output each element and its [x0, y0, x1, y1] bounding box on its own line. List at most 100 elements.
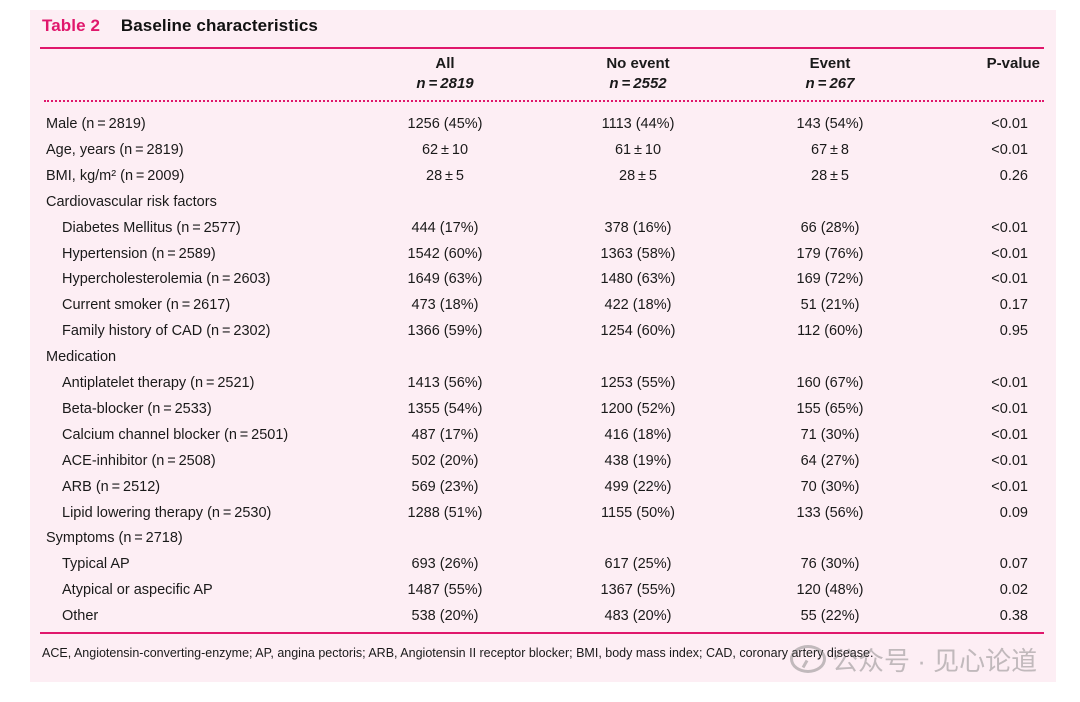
cell-event: 120 (48%)	[796, 582, 864, 599]
table-row: Atypical or aspecific AP 1487 (55%) 1367 (…	[30, 577, 1056, 603]
row-label: Antiplatelet therapy (n = 2521)	[62, 375, 255, 391]
cell-event: 55 (22%)	[800, 608, 860, 625]
row-label: Atypical or aspecific AP	[62, 582, 213, 599]
cell-all: 1413 (56%)	[407, 375, 483, 391]
row-label: Age, years (n = 2819)	[46, 141, 184, 158]
cell-no-event: 1253 (55%)	[600, 375, 676, 391]
cell-all: 62 ± 10	[421, 141, 469, 158]
cell-all: 538 (20%)	[411, 608, 479, 625]
cell-all: 1288 (51%)	[407, 504, 483, 521]
cell-no-event: 499 (22%)	[604, 478, 672, 495]
cell-pvalue: 0.07	[999, 556, 1028, 573]
table-row: Lipid lowering therapy (n = 2530) 1288 (5…	[30, 500, 1056, 526]
bottom-rule	[40, 632, 1044, 634]
cell-all: 1355 (54%)	[407, 400, 483, 417]
cell-no-event: 1480 (63%)	[600, 271, 676, 288]
cell-all: 28 ± 5	[426, 167, 464, 184]
cell-event: 67 ± 8	[811, 141, 849, 158]
table-row: Calcium channel blocker (n = 2501) 487 (1…	[30, 422, 1056, 448]
cell-all: 1542 (60%)	[407, 245, 483, 262]
row-label: Typical AP	[62, 556, 130, 573]
cell-pvalue: 0.17	[999, 297, 1028, 314]
header-divider	[44, 100, 1044, 102]
row-label: Family history of CAD (n = 2302)	[62, 323, 271, 340]
cell-no-event: 1254 (60%)	[600, 323, 676, 340]
cell-pvalue: 0.95	[999, 323, 1028, 340]
cell-event: 112 (60%)	[797, 323, 863, 340]
cell-all: 569 (23%)	[411, 478, 479, 495]
col-head-pvalue-name: P-value	[986, 55, 1040, 72]
table-panel: Table 2 Baseline characteristics All n =…	[30, 10, 1056, 682]
top-rule	[40, 47, 1044, 49]
watermark: 公众号 · 见心论道	[790, 642, 1037, 676]
cell-event: 143 (54%)	[796, 116, 864, 132]
table-caption: Baseline characteristics	[120, 16, 318, 35]
cell-pvalue: 0.02	[999, 582, 1028, 599]
cell-pvalue: <0.01	[991, 271, 1028, 288]
table-row: Hypercholesterolemia (n = 2603) 1649 (63%…	[30, 266, 1056, 292]
cell-pvalue: <0.01	[991, 375, 1028, 391]
cell-all: 1366 (59%)	[407, 323, 483, 340]
watermark-text: 公众号 · 见心论道	[832, 645, 1038, 676]
col-head-no-event-n: n = 2552	[609, 75, 667, 92]
row-label: ACE-inhibitor (n = 2508)	[62, 452, 216, 469]
cell-event: 71 (30%)	[800, 426, 860, 443]
col-head-pvalue: P-value	[960, 54, 1040, 74]
table-footnote: ACE, Angiotensin-converting-enzyme; AP, …	[42, 646, 874, 660]
col-head-all-name: All	[435, 55, 455, 72]
cell-pvalue: 0.26	[999, 167, 1028, 184]
cell-all: 1649 (63%)	[407, 271, 483, 288]
table-row: Age, years (n = 2819) 62 ± 10 61 ± 10 67 ± …	[30, 137, 1056, 163]
col-head-event: Event n = 267	[770, 54, 890, 94]
table-row: Beta-blocker (n = 2533) 1355 (54%) 1200 (5…	[30, 396, 1056, 422]
cell-all: 473 (18%)	[411, 297, 479, 314]
table-row: Hypertension (n = 2589) 1542 (60%) 1363 (5…	[30, 241, 1056, 267]
cell-event: 51 (21%)	[800, 297, 860, 314]
col-head-all: All n = 2819	[385, 54, 505, 94]
table-row: Diabetes Mellitus (n = 2577) 444 (17%) 378…	[30, 215, 1056, 241]
cell-event: 155 (65%)	[796, 400, 864, 417]
cell-no-event: 438 (19%)	[604, 452, 672, 469]
row-label: BMI, kg/m² (n = 2009)	[46, 167, 185, 184]
cell-pvalue: <0.01	[991, 245, 1028, 262]
cell-no-event: 1363 (58%)	[600, 245, 676, 262]
row-label: Medication	[46, 349, 117, 366]
cell-pvalue: 0.38	[999, 608, 1028, 625]
cell-event: 70 (30%)	[800, 478, 860, 495]
chat-bubble-icon	[790, 645, 826, 673]
cell-all: 487 (17%)	[411, 426, 479, 443]
row-label: Cardiovascular risk factors	[46, 193, 217, 210]
cell-no-event: 1155 (50%)	[601, 504, 675, 521]
table-row: Antiplatelet therapy (n = 2521) 1413 (56%…	[30, 370, 1056, 396]
table-row: ACE-inhibitor (n = 2508) 502 (20%) 438 (19…	[30, 448, 1056, 474]
cell-event: 179 (76%)	[796, 245, 864, 262]
cell-all: 1256 (45%)	[407, 116, 483, 132]
cell-all: 693 (26%)	[411, 556, 479, 573]
row-label: Hypercholesterolemia (n = 2603)	[62, 271, 271, 288]
cell-event: 64 (27%)	[800, 452, 860, 469]
cell-no-event: 1113 (44%)	[601, 116, 675, 132]
cell-no-event: 483 (20%)	[604, 608, 672, 625]
row-label: Other	[62, 608, 99, 625]
cell-event: 76 (30%)	[800, 556, 860, 573]
col-head-event-n: n = 267	[805, 75, 855, 92]
cell-no-event: 378 (16%)	[604, 219, 672, 236]
col-head-all-n: n = 2819	[416, 75, 474, 92]
cell-no-event: 61 ± 10	[614, 141, 662, 158]
cell-event: 66 (28%)	[800, 219, 860, 236]
row-label: Symptoms (n = 2718)	[46, 530, 183, 547]
cell-pvalue: 0.09	[999, 504, 1028, 521]
cell-pvalue: <0.01	[991, 141, 1028, 158]
table-section-row: Cardiovascular risk factors	[30, 189, 1056, 215]
table-section-row: Symptoms (n = 2718)	[30, 525, 1056, 551]
table-section-row: Medication	[30, 344, 1056, 370]
cell-no-event: 1200 (52%)	[600, 400, 676, 417]
cell-all: 502 (20%)	[411, 452, 479, 469]
row-label: Calcium channel blocker (n = 2501)	[62, 426, 289, 443]
table-title: Table 2 Baseline characteristics	[42, 16, 318, 40]
cell-all: 444 (17%)	[411, 219, 479, 236]
cell-event: 169 (72%)	[796, 271, 864, 288]
row-label: Current smoker (n = 2617)	[62, 297, 231, 314]
table-row: Current smoker (n = 2617) 473 (18%) 422 (1…	[30, 292, 1056, 318]
row-label: Male (n = 2819)	[46, 116, 146, 132]
